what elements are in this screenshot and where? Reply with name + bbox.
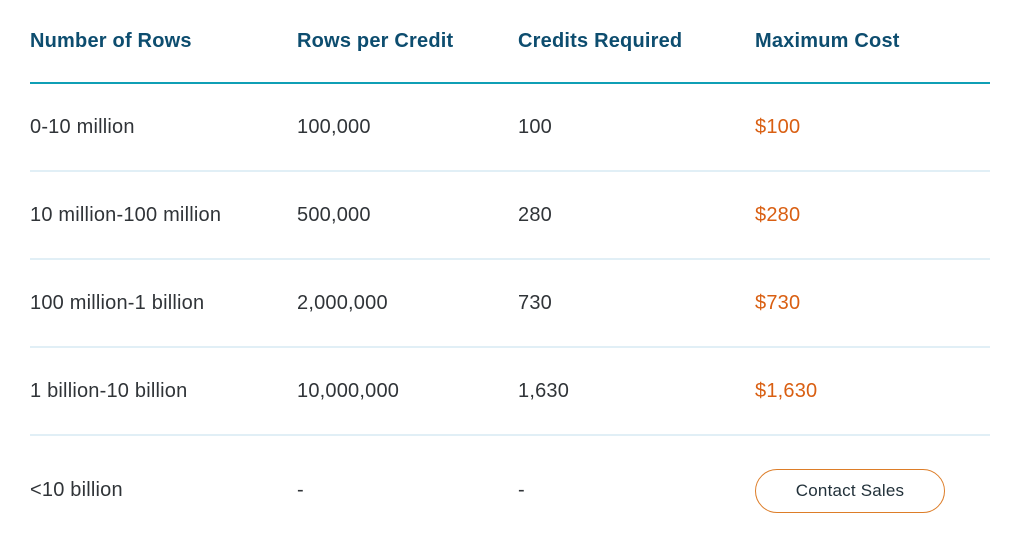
column-header-number-of-rows: Number of Rows [30, 29, 192, 52]
row-range-value: <10 billion [30, 479, 123, 501]
table-header-row: Number of Rows Rows per Credit Credits R… [30, 0, 990, 84]
row-range-value: 1 billion-10 billion [30, 379, 188, 402]
rows-per-credit-value: 100,000 [297, 115, 371, 138]
credits-required-value: 1,630 [518, 379, 570, 402]
rows-per-credit-value: 500,000 [297, 203, 371, 226]
table-row: 0-10 million 100,000 100 $100 [30, 84, 990, 172]
table-row: 1 billion-10 billion 10,000,000 1,630 $1… [30, 348, 990, 436]
table-row: 10 million-100 million 500,000 280 $280 [30, 172, 990, 260]
maximum-cost-value: $280 [755, 203, 801, 226]
credits-required-value: 100 [518, 115, 552, 138]
contact-sales-button[interactable]: Contact Sales [755, 468, 945, 513]
credits-required-value: - [518, 479, 525, 501]
column-header-rows-per-credit: Rows per Credit [297, 29, 454, 52]
rows-per-credit-value: 10,000,000 [297, 379, 400, 402]
row-range-value: 100 million-1 billion [30, 291, 205, 314]
table-row: <10 billion - - Contact Sales [30, 436, 990, 545]
rows-per-credit-value: 2,000,000 [297, 291, 388, 314]
maximum-cost-value: $730 [755, 291, 801, 314]
credits-required-value: 730 [518, 291, 552, 314]
column-header-credits-required: Credits Required [518, 29, 683, 52]
table-row: 100 million-1 billion 2,000,000 730 $730 [30, 260, 990, 348]
row-range-value: 0-10 million [30, 115, 135, 138]
row-range-value: 10 million-100 million [30, 203, 222, 226]
rows-per-credit-value: - [297, 479, 304, 501]
credits-required-value: 280 [518, 203, 552, 226]
maximum-cost-value: $1,630 [755, 379, 818, 402]
column-header-maximum-cost: Maximum Cost [755, 29, 900, 52]
maximum-cost-value: $100 [755, 115, 801, 138]
